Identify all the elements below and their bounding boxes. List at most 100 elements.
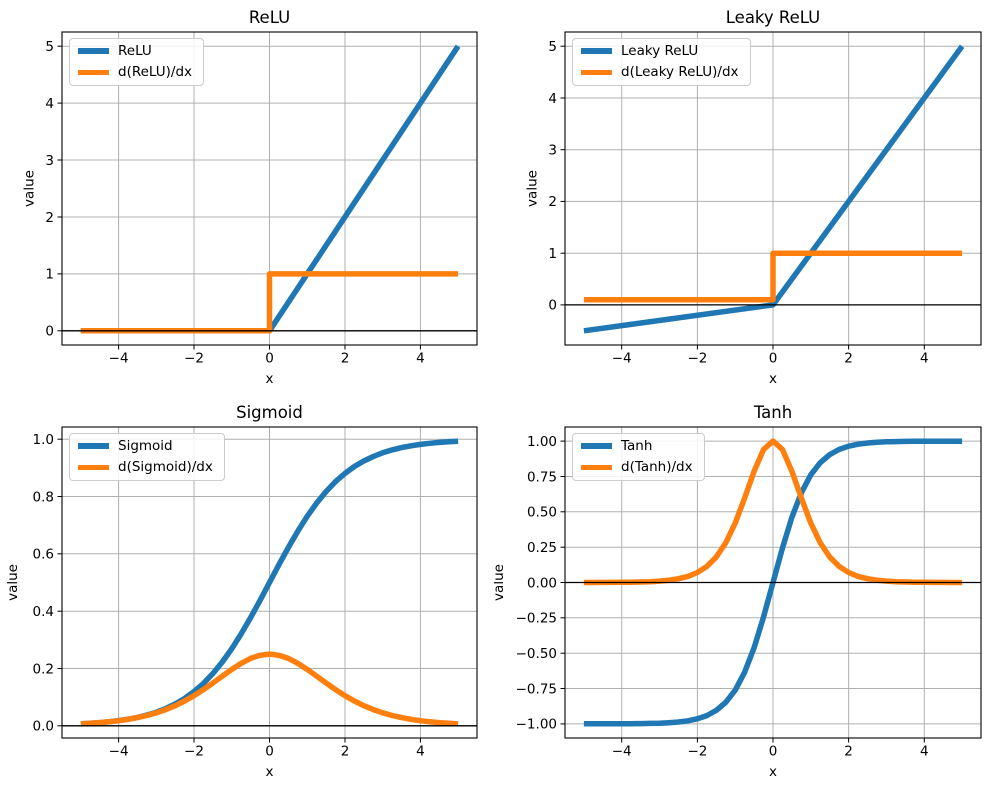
y-tick-label: −1.00: [516, 717, 557, 733]
series-line-d-leaky-relu-dx: [583, 250, 963, 303]
y-tick-label: 4: [548, 91, 557, 107]
y-tick-label: 0: [548, 298, 557, 314]
chart-title: Tanh: [753, 403, 792, 422]
x-tick-label: −2: [184, 351, 204, 367]
legend-entry: d(Leaky ReLU)/dx: [581, 65, 739, 79]
chart-title: Sigmoid: [236, 403, 303, 422]
legend-label: Sigmoid: [118, 438, 173, 454]
x-tick-label: −4: [109, 744, 129, 760]
y-tick-label: 1: [45, 267, 54, 283]
chart-title: Leaky ReLU: [726, 8, 820, 27]
legend-label: Tanh: [621, 438, 653, 454]
legend-entry: Tanh: [581, 439, 693, 453]
y-tick-label: 1: [548, 246, 557, 262]
y-tick-label: 0.0: [33, 719, 54, 735]
y-tick-label: 0.2: [33, 661, 54, 677]
legend-entry: ReLU: [78, 44, 192, 58]
x-tick-label: 2: [844, 351, 853, 367]
x-tick-label: −2: [184, 744, 204, 760]
legend-entry: Leaky ReLU: [581, 44, 739, 58]
series-line-d-sigmoid-dx: [80, 651, 459, 727]
legend: Sigmoid d(Sigmoid)/dx: [69, 433, 225, 482]
x-tick-label: −4: [109, 351, 129, 367]
x-tick-label: 4: [920, 351, 929, 367]
y-tick-label: 0.8: [33, 489, 54, 505]
y-axis-label: value: [525, 170, 541, 207]
y-tick-label: 0.25: [527, 540, 557, 556]
y-axis-label: value: [494, 564, 507, 601]
legend-label: d(ReLU)/dx: [118, 64, 193, 81]
chart-canvas-relu: −4 −2 0 2 4 0 1 2 3 4 5 ReLU x value: [22, 8, 478, 387]
y-axis-label: value: [5, 564, 21, 601]
y-tick-label: 2: [45, 210, 54, 226]
legend-line-swatch: [581, 48, 612, 54]
x-tick-label: 4: [920, 744, 929, 760]
y-tick-label: −0.75: [516, 681, 557, 697]
y-tick-label: 5: [548, 39, 557, 55]
y-tick-label: 5: [45, 39, 54, 55]
x-axis-label: x: [769, 764, 777, 780]
legend-label: Leaky ReLU: [621, 43, 699, 59]
legend-line-swatch: [581, 464, 612, 470]
legend-line-swatch: [581, 443, 612, 449]
chart-canvas-sigmoid: −4 −2 0 2 4 0.0 0.2 0.4 0.6 0.8 1.0 Sigmoid x value: [5, 403, 478, 780]
legend-entry: Sigmoid: [78, 439, 213, 453]
x-tick-label: 4: [416, 351, 425, 367]
chart-cell-sigmoid: −4 −2 0 2 4 0.0 0.2 0.4 0.6 0.8 1.0 Sigmoid x value Si…: [0, 395, 494, 790]
legend-entry: d(ReLU)/dx: [78, 65, 192, 79]
y-tick-label: 4: [45, 96, 54, 112]
x-tick-label: 4: [416, 744, 425, 760]
y-tick-label: 0.4: [33, 604, 54, 620]
y-tick-label: 0.00: [527, 575, 557, 591]
chart-canvas-leaky-relu: −4 −2 0 2 4 0 1 2 3 4 5 Leaky ReLU x value: [525, 8, 982, 387]
legend: Tanh d(Tanh)/dx: [572, 433, 705, 482]
legend-line-swatch: [78, 464, 109, 470]
x-tick-label: −2: [687, 351, 707, 367]
chart-title: ReLU: [249, 8, 290, 27]
legend-label: d(Sigmoid)/dx: [118, 459, 213, 476]
y-tick-label: −0.25: [516, 611, 557, 627]
x-tick-label: 0: [265, 351, 274, 367]
legend-line-swatch: [78, 48, 109, 54]
chart-canvas-tanh: −4 −2 0 2 4 −1.00 −0.75 −0.50 −0.25 0.00 0.25 0.50 0…: [494, 403, 982, 780]
y-tick-label: 0: [45, 324, 54, 340]
legend-label: ReLU: [118, 43, 152, 59]
y-tick-label: 1.0: [33, 432, 54, 448]
x-tick-label: 0: [769, 744, 778, 760]
legend-label: d(Tanh)/dx: [621, 459, 693, 476]
legend: Leaky ReLU d(Leaky ReLU)/dx: [572, 38, 751, 87]
x-tick-label: 2: [341, 351, 350, 367]
y-tick-label: 3: [548, 143, 557, 159]
legend-line-swatch: [581, 69, 612, 75]
legend-entry: d(Tanh)/dx: [581, 460, 693, 474]
x-tick-label: −4: [612, 351, 632, 367]
chart-cell-tanh: −4 −2 0 2 4 −1.00 −0.75 −0.50 −0.25 0.00 0.25 0.50 0…: [494, 395, 989, 790]
y-tick-label: 3: [45, 153, 54, 169]
y-tick-label: 0.75: [527, 469, 557, 485]
series-line-d-tanh-dx: [583, 438, 963, 586]
y-tick-label: 0.6: [33, 547, 54, 563]
x-axis-label: x: [769, 371, 777, 387]
legend-label: d(Leaky ReLU)/dx: [621, 64, 739, 81]
y-tick-label: 2: [548, 194, 557, 210]
x-tick-label: 2: [844, 744, 853, 760]
x-tick-label: 0: [769, 351, 778, 367]
x-axis-label: x: [266, 371, 274, 387]
legend: ReLU d(ReLU)/dx: [69, 38, 205, 87]
x-axis-label: x: [266, 764, 274, 780]
legend-entry: d(Sigmoid)/dx: [78, 460, 213, 474]
y-tick-label: 0.50: [527, 505, 557, 521]
legend-line-swatch: [78, 443, 109, 449]
x-tick-label: −4: [612, 744, 632, 760]
chart-cell-leaky-relu: −4 −2 0 2 4 0 1 2 3 4 5 Leaky ReLU x value Leaky ReLU d…: [494, 0, 989, 395]
y-axis-label: value: [22, 170, 38, 207]
y-tick-label: −0.50: [516, 646, 557, 662]
legend-line-swatch: [78, 69, 109, 75]
series-line-d-relu-dx: [80, 271, 459, 334]
x-tick-label: −2: [687, 744, 707, 760]
y-tick-label: 1.00: [527, 434, 557, 450]
chart-cell-relu: −4 −2 0 2 4 0 1 2 3 4 5 ReLU x value ReLU d(ReLU)/dx: [0, 0, 494, 395]
x-tick-label: 0: [265, 744, 274, 760]
x-tick-label: 2: [341, 744, 350, 760]
